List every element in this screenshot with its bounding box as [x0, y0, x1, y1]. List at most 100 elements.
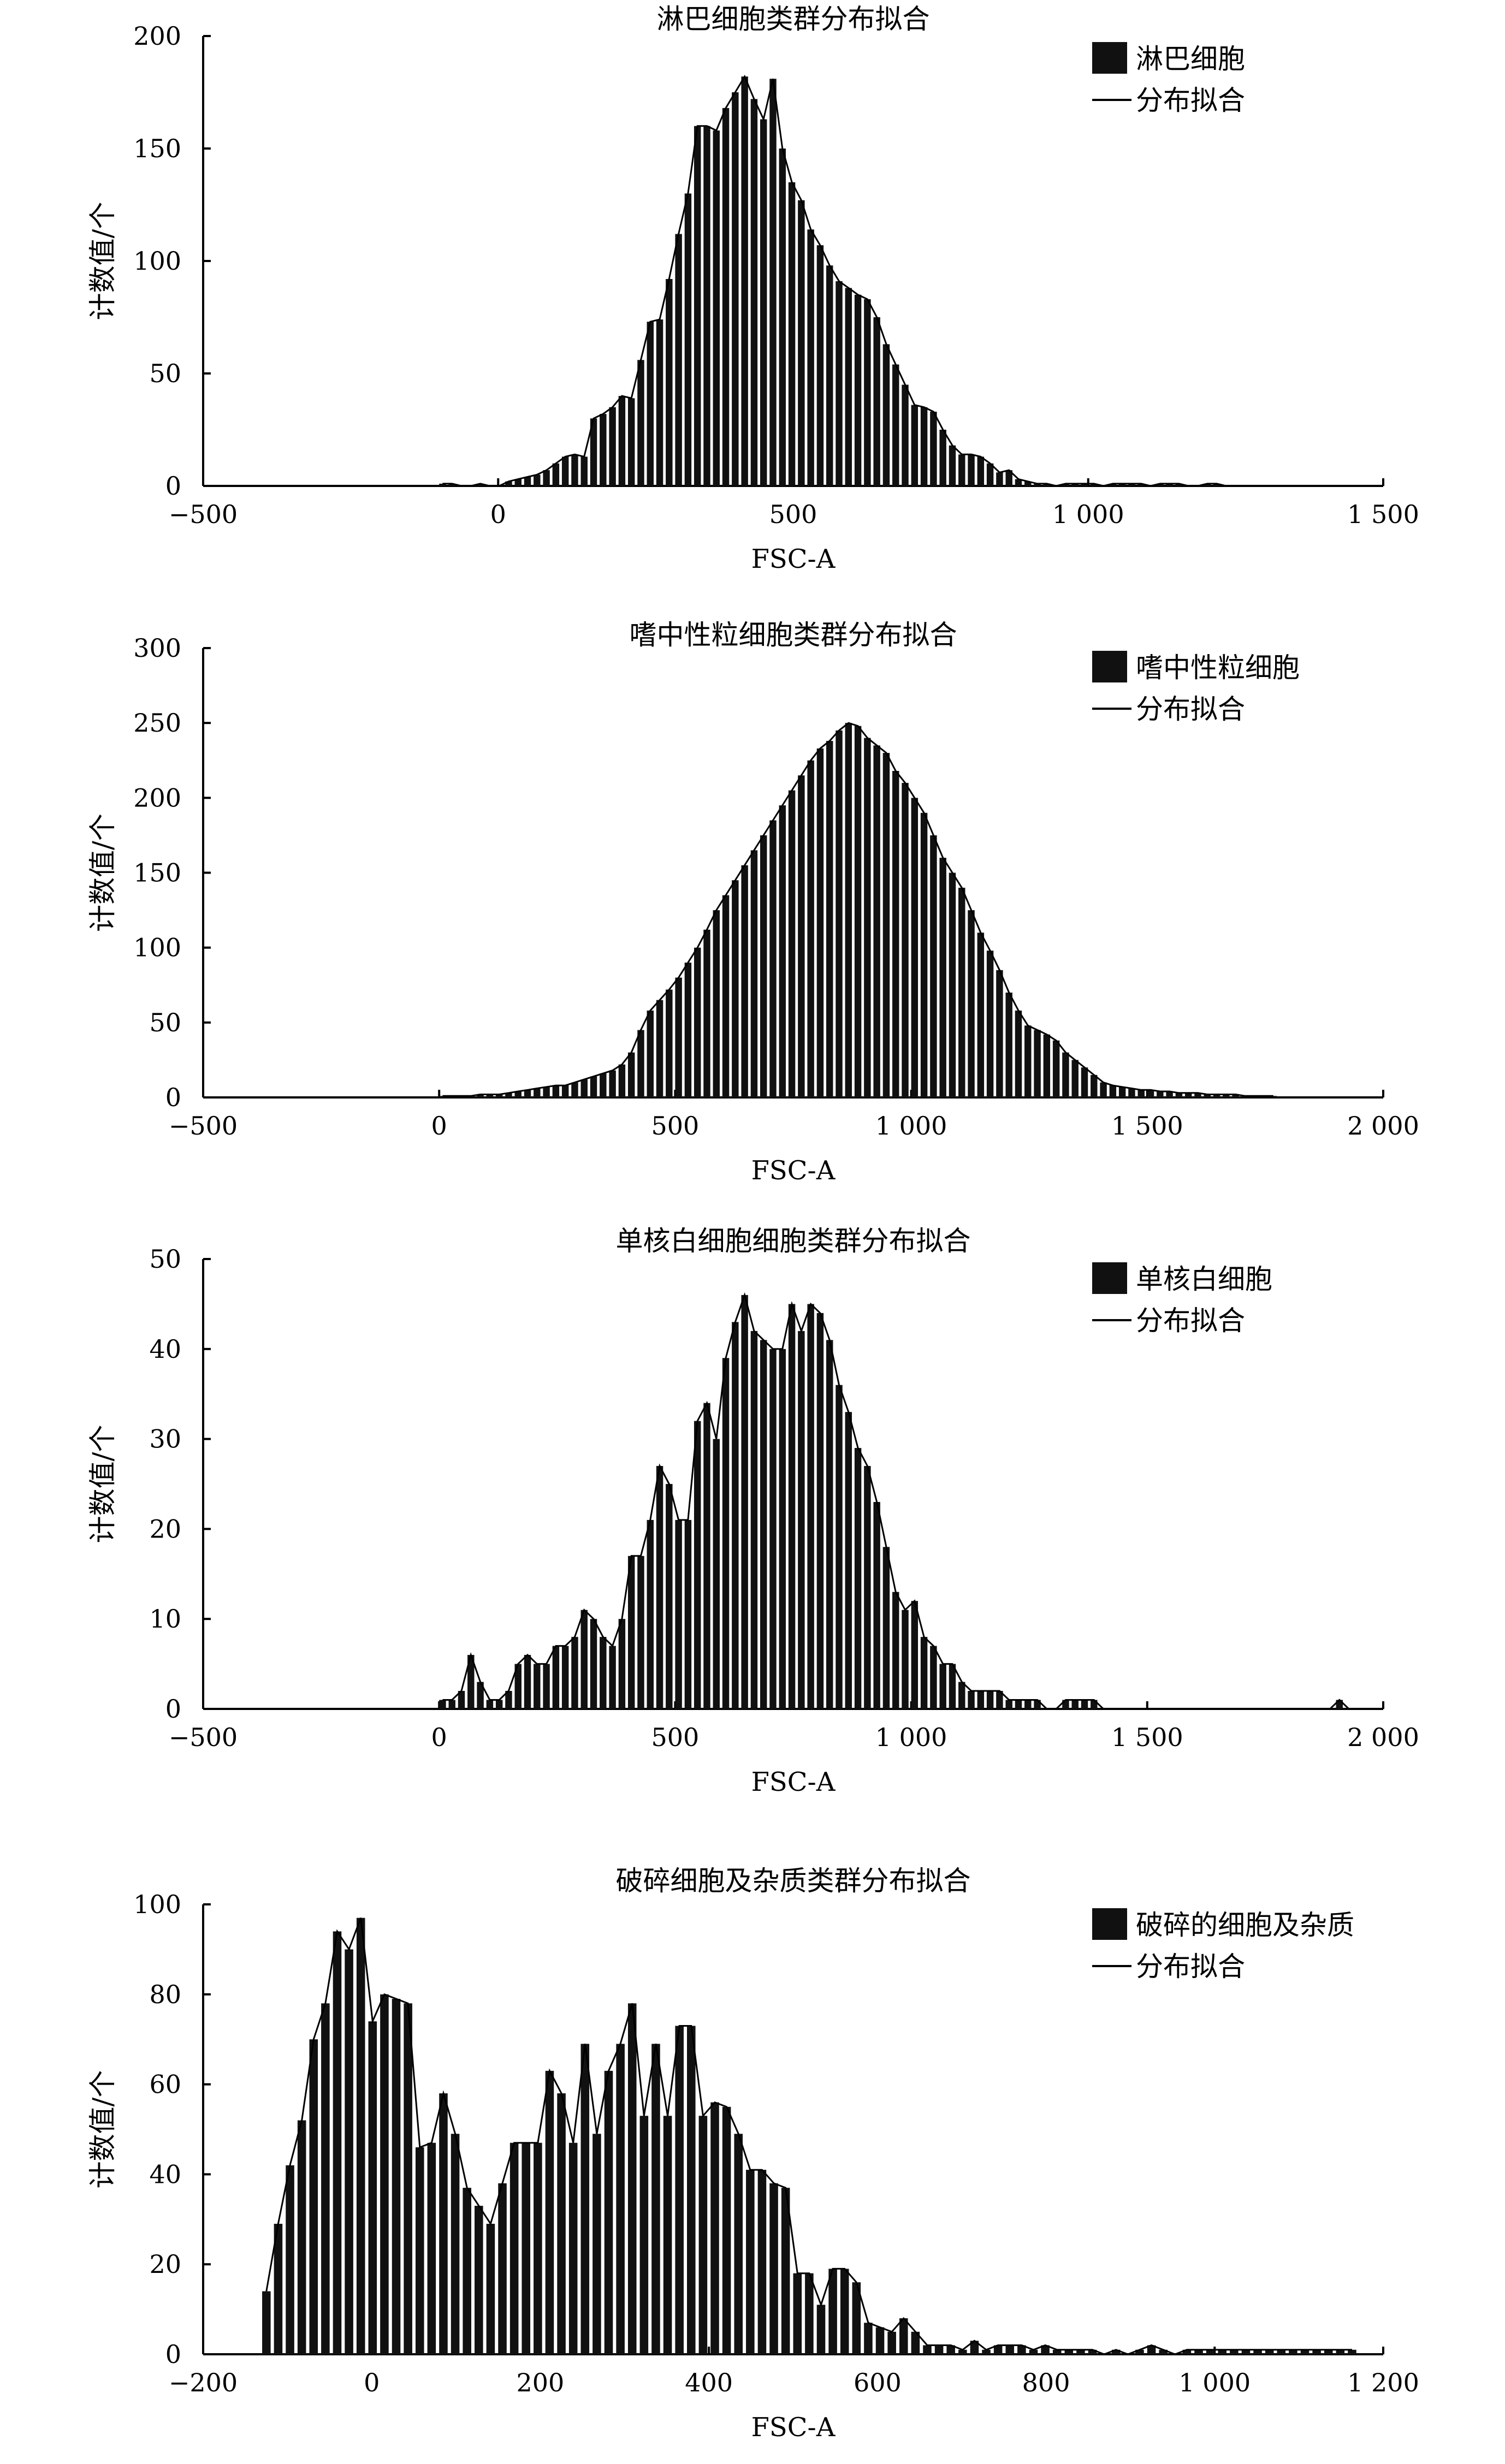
y-tick-label: 30 [149, 1424, 181, 1454]
histogram-bar [458, 1691, 465, 1709]
x-axis-label: FSC-A [751, 544, 836, 574]
histogram-bar [732, 92, 739, 486]
histogram-bar [1147, 1090, 1154, 1097]
histogram-bar [509, 2142, 519, 2354]
histogram-bar [1043, 483, 1051, 486]
chart-title: 嗜中性粒细胞类群分布拟合 [630, 619, 957, 651]
y-tick-label: 50 [149, 1008, 181, 1037]
histogram-bar [568, 2142, 578, 2354]
histogram-bar [949, 445, 956, 486]
y-tick-label: 50 [149, 359, 181, 388]
x-tick-label: 2 000 [1347, 1111, 1419, 1141]
x-tick-label: 1 500 [1111, 1111, 1183, 1141]
histogram-bar [1118, 1086, 1126, 1097]
histogram-bar [1312, 2349, 1321, 2354]
histogram-bar [1157, 483, 1164, 486]
histogram-bar [746, 2170, 755, 2354]
histogram-bar [309, 2039, 318, 2354]
histogram-bar [345, 1949, 353, 2354]
y-tick-label: 150 [133, 858, 181, 888]
histogram-bar [722, 1358, 730, 1709]
histogram-bar [703, 126, 710, 486]
histogram-bar [977, 933, 985, 1097]
y-axis-label: 计数值/个 [87, 814, 118, 932]
histogram-bar [873, 1501, 880, 1709]
histogram-bar [1081, 1700, 1088, 1709]
histogram-bar [1062, 1052, 1069, 1097]
fit-line [265, 1917, 1352, 2355]
histogram-bar [627, 1555, 635, 1709]
histogram-bar [875, 2327, 885, 2354]
histogram-bar [514, 479, 522, 486]
histogram-bar [769, 820, 777, 1097]
histogram-bar [769, 2183, 778, 2354]
histogram-bar [798, 200, 805, 486]
histogram-bar [826, 265, 833, 486]
histogram-bar [684, 963, 692, 1097]
histogram-bar [1005, 2345, 1015, 2354]
histogram-bar [750, 850, 758, 1097]
histogram-bar [675, 2026, 684, 2354]
histogram-bar [514, 1091, 522, 1097]
histogram-bar [722, 108, 730, 486]
histogram-bar [807, 1304, 814, 1709]
histogram-bar [675, 977, 682, 1097]
histogram-bar [741, 1295, 748, 1709]
histogram-bar [467, 1655, 475, 1709]
histogram-bar [722, 2106, 731, 2354]
histogram-bar [609, 1646, 616, 1709]
histogram-bar [993, 2345, 1003, 2354]
x-tick-label: 0 [431, 1111, 447, 1141]
legend-label-bar: 破碎的细胞及杂质 [1136, 1909, 1354, 1941]
histogram-bar [788, 182, 796, 486]
histogram-bar [368, 2021, 377, 2354]
histogram-bar [1230, 2349, 1239, 2354]
histogram-bar [1175, 1093, 1183, 1097]
y-tick-label: 40 [149, 2159, 181, 2189]
histogram-bar [1015, 1700, 1022, 1709]
histogram-bar [826, 1340, 833, 1709]
histogram-bar [1135, 2349, 1144, 2354]
histogram-bar [836, 1385, 843, 1709]
histogram-bar [996, 970, 1003, 1097]
fit-line [442, 1292, 1350, 1710]
histogram-bar [949, 872, 956, 1097]
histogram-bar [557, 2093, 566, 2354]
histogram-bar [1184, 1093, 1192, 1097]
y-tick-label: 150 [133, 134, 181, 163]
y-axis-label: 计数值/个 [87, 2070, 118, 2189]
histogram-bar [760, 835, 767, 1097]
histogram-bar [543, 1086, 550, 1097]
histogram-bar [1194, 2349, 1203, 2354]
histogram-bar [1206, 2349, 1215, 2354]
histogram-bar [892, 1592, 899, 1709]
histogram-bar [750, 99, 758, 486]
histogram-bar [845, 723, 852, 1097]
histogram-bar [486, 1094, 494, 1097]
histogram-bar [609, 407, 616, 486]
histogram-bar [852, 2282, 861, 2354]
histogram-bar [939, 430, 946, 486]
histogram-bar [1071, 1700, 1079, 1709]
histogram-bar [321, 2003, 330, 2354]
histogram-bar [286, 2165, 294, 2354]
histogram-bar [1064, 2349, 1074, 2354]
histogram-bar [816, 1313, 824, 1709]
histogram-bar [958, 1682, 965, 1709]
histogram-bar [1015, 1010, 1022, 1097]
histogram-bar [495, 1700, 503, 1709]
histogram-bar [627, 1052, 635, 1097]
x-tick-label: 500 [769, 500, 817, 529]
histogram-bar [1213, 483, 1220, 486]
histogram-bar [694, 947, 701, 1097]
histogram-bar [854, 1448, 862, 1709]
histogram-bar [1118, 483, 1126, 486]
histogram-bar [647, 1519, 654, 1709]
x-tick-label: 1 000 [1178, 2368, 1251, 2397]
y-tick-label: 0 [165, 471, 181, 501]
histogram-bar [968, 910, 975, 1097]
histogram-bar [534, 1664, 541, 1709]
histogram-bar [545, 2070, 554, 2354]
histogram-bar [854, 294, 862, 486]
histogram-bar [807, 760, 814, 1097]
